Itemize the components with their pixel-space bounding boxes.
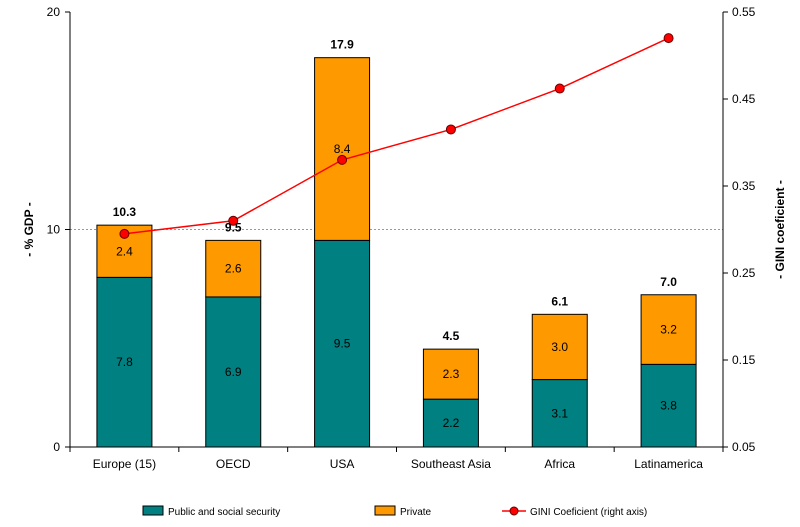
- data-label-public-2: 9.5: [334, 337, 351, 351]
- x-tick-label-5: Latinamerica: [634, 457, 703, 471]
- legend-label-gini: GINI Coeficient (right axis): [530, 507, 647, 518]
- left-tick-label-0: 0: [53, 440, 60, 454]
- x-tick-label-1: OECD: [216, 457, 251, 471]
- right-tick-label-0: 0.05: [732, 440, 756, 454]
- bars-layer: [96, 57, 697, 448]
- data-label-public-4: 3.1: [551, 406, 568, 420]
- right-tick-label-1: 0.15: [732, 353, 756, 367]
- data-label-private-4: 3.0: [551, 340, 568, 354]
- gini-point-0: [119, 228, 130, 239]
- y-axis-right-title: - GINI coeficient -: [773, 180, 787, 279]
- bar-public-4: [531, 379, 588, 448]
- right-tick-label-2: 0.25: [732, 266, 756, 280]
- data-label-total-2: 17.9: [330, 38, 354, 52]
- data-label-public-5: 3.8: [660, 399, 677, 413]
- data-label-public-1: 6.9: [225, 365, 242, 379]
- bar-private-1: [205, 239, 262, 298]
- bar-private-3: [422, 348, 479, 400]
- data-label-private-1: 2.6: [225, 262, 242, 276]
- data-label-public-3: 2.2: [443, 416, 460, 430]
- gini-point-3: [445, 124, 456, 135]
- legend-label-public: Public and social security: [168, 507, 280, 518]
- data-label-public-0: 7.8: [116, 355, 133, 369]
- gini-line-layer: [119, 33, 674, 239]
- gini-line: [124, 37, 669, 235]
- right-tick-label-4: 0.45: [732, 92, 756, 106]
- right-tick-label-3: 0.35: [732, 179, 756, 193]
- axes-layer: 0 10 20 0.05 0.15 0.25 0.35 0.45 0.55 Europe (15)…: [22, 5, 787, 471]
- data-label-private-0: 2.4: [116, 244, 133, 258]
- bar-private-5: [640, 294, 697, 365]
- data-label-total-4: 6.1: [551, 294, 568, 308]
- bar-private-2: [314, 57, 371, 241]
- legend: Public and social security Private GINI Co…: [142, 505, 647, 518]
- gini-point-1: [228, 215, 239, 226]
- data-label-private-3: 2.3: [443, 367, 460, 381]
- data-label-total-0: 10.3: [113, 205, 137, 219]
- left-tick-label-1: 10: [47, 223, 61, 237]
- data-label-private-5: 3.2: [660, 323, 677, 337]
- legend-marker-gini: [509, 506, 519, 516]
- labels-layer: 7.8 2.4 10.3 6.9 2.6 9.5 9.5 8.4 17.9 2.2 2.3 4.5 3.…: [113, 38, 678, 430]
- x-tick-label-4: Africa: [544, 457, 575, 471]
- right-tick-label-5: 0.55: [732, 5, 756, 19]
- x-tick-label-0: Europe (15): [93, 457, 156, 471]
- data-label-total-1: 9.5: [225, 220, 242, 234]
- data-label-private-2: 8.4: [334, 142, 351, 156]
- x-tick-label-2: USA: [330, 457, 355, 471]
- gini-point-2: [337, 154, 348, 165]
- bar-private-4: [531, 313, 588, 381]
- bar-public-5: [640, 363, 697, 448]
- data-label-total-5: 7.0: [660, 275, 677, 289]
- legend-swatch-private: [374, 505, 396, 516]
- x-tick-label-3: Southeast Asia: [411, 457, 491, 471]
- data-label-total-3: 4.5: [443, 329, 460, 343]
- gini-point-5: [663, 33, 674, 44]
- legend-swatch-public: [142, 505, 164, 516]
- left-tick-label-2: 20: [47, 5, 61, 19]
- legend-label-private: Private: [400, 507, 432, 518]
- y-axis-left-title: - % GDP -: [22, 202, 36, 256]
- gini-point-4: [554, 83, 565, 94]
